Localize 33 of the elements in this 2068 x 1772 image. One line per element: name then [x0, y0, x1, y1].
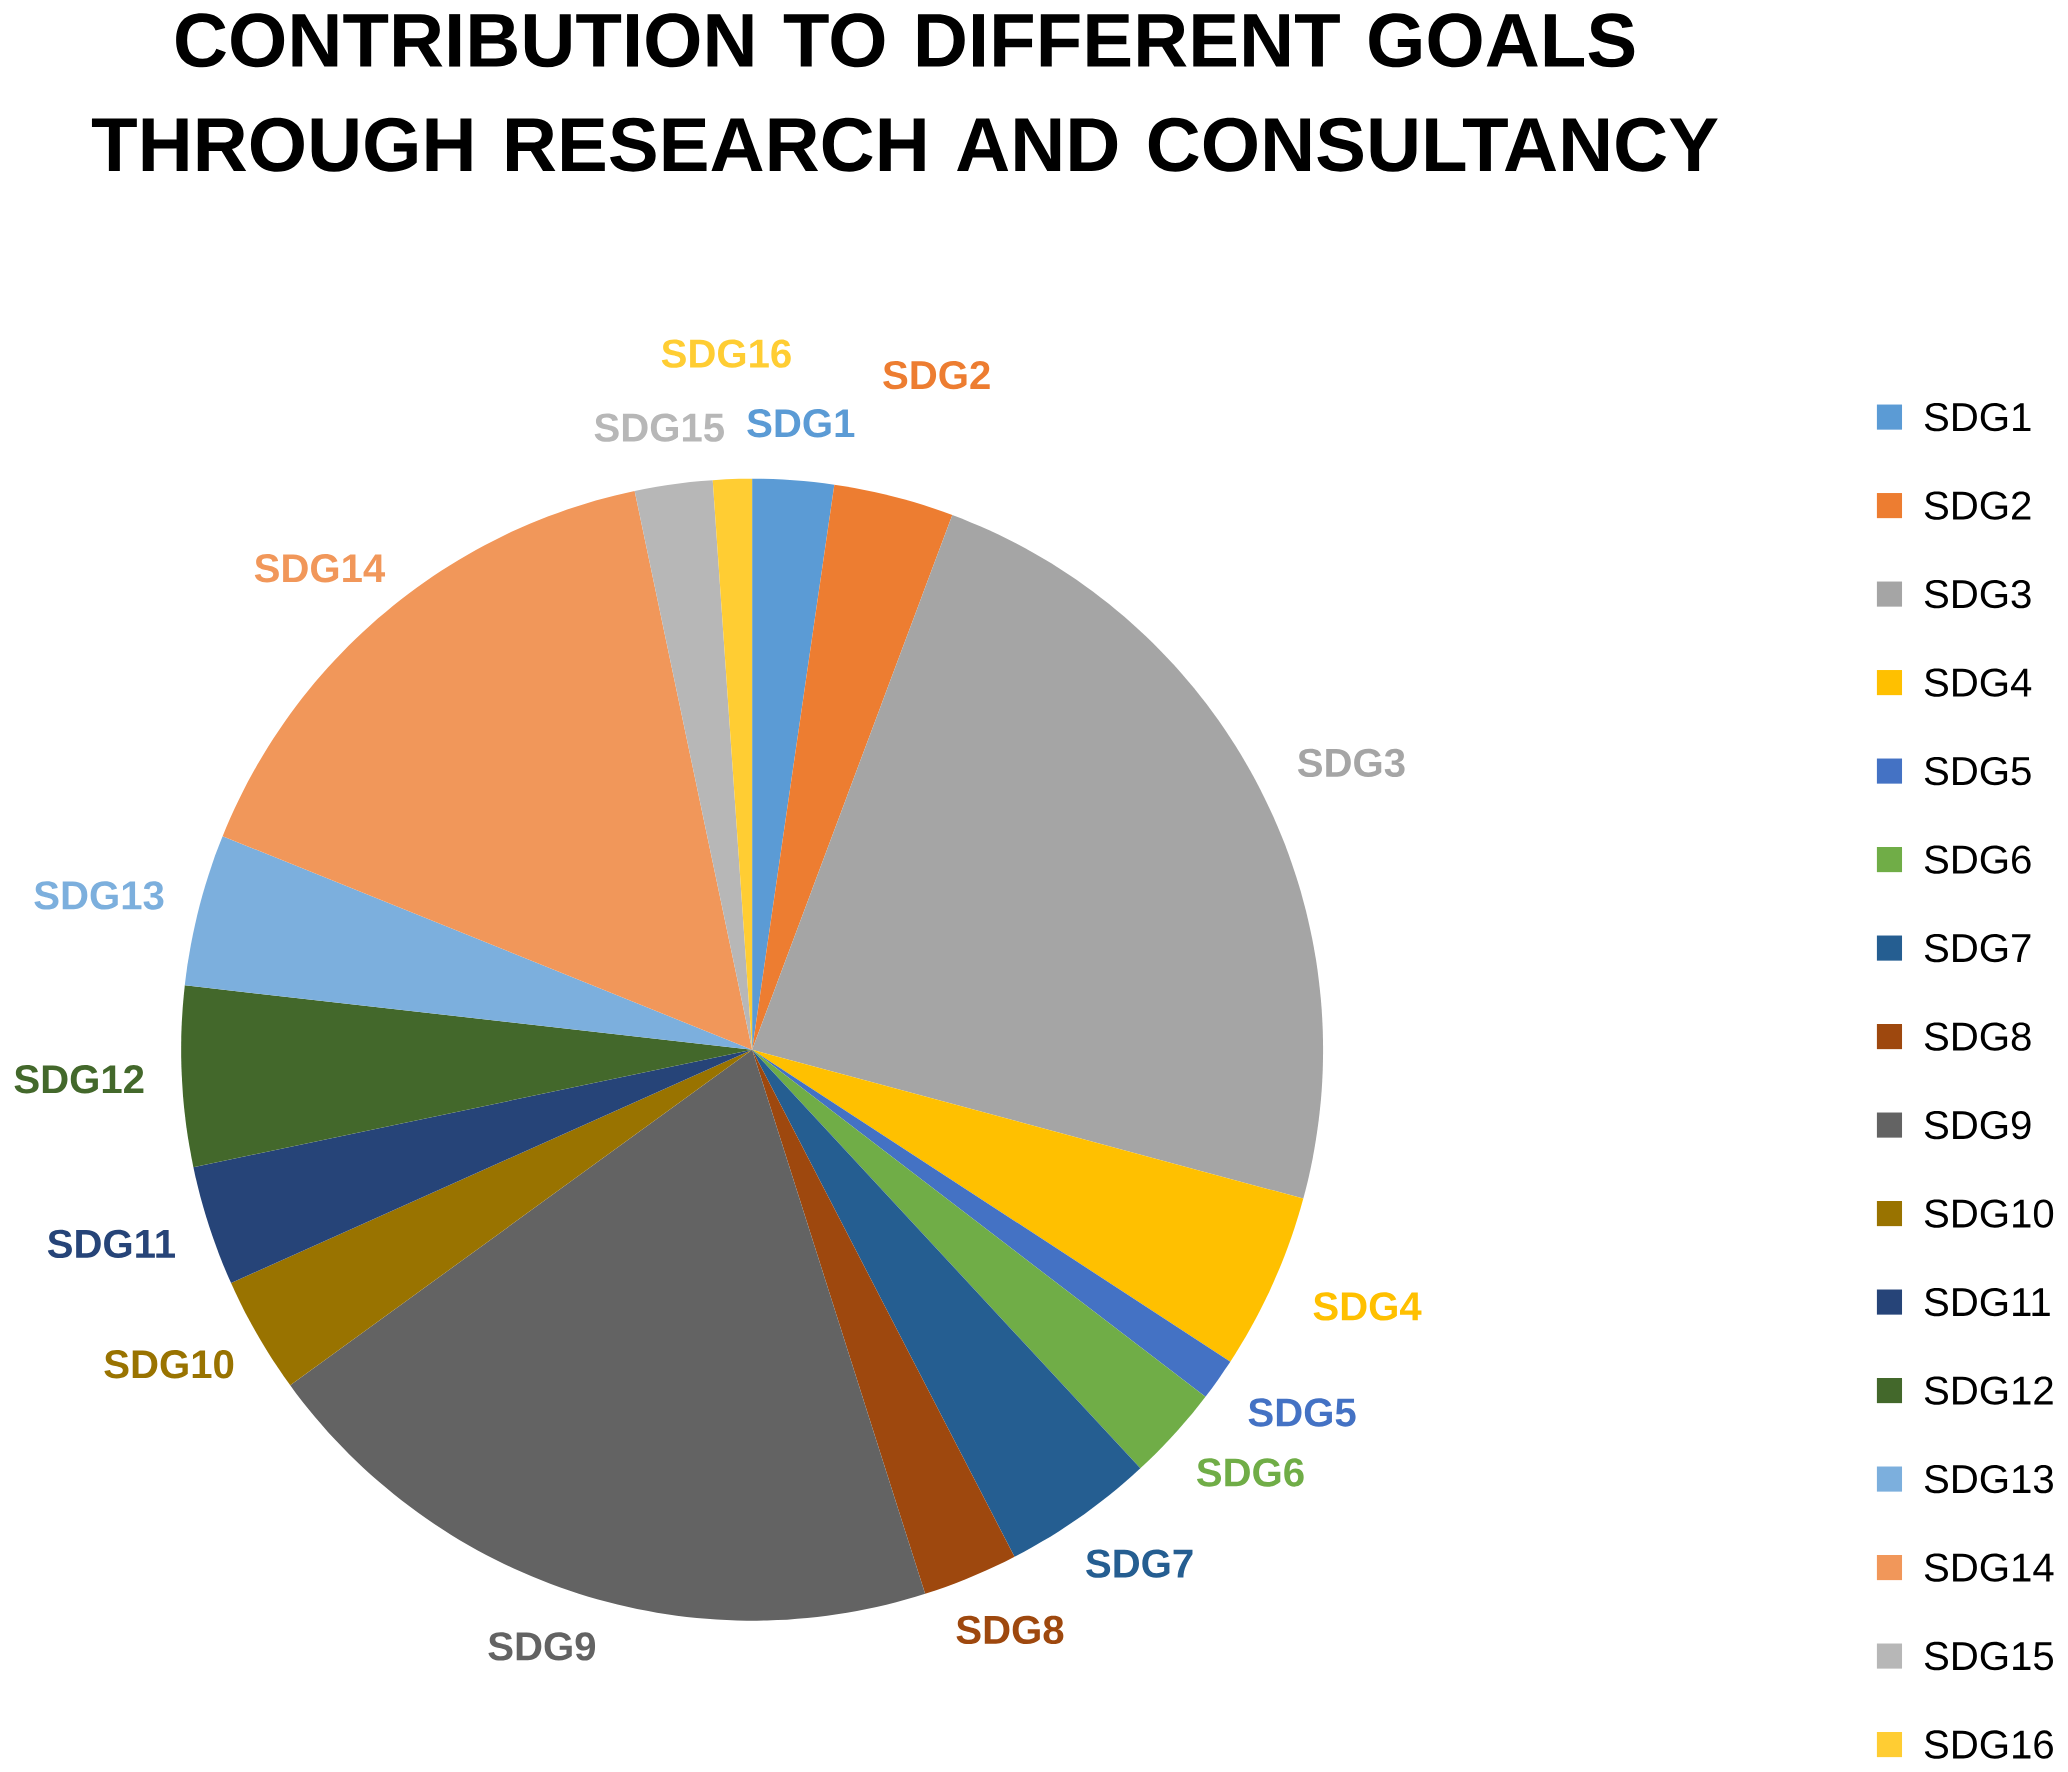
legend-label: SDG7 — [1924, 933, 2031, 963]
legend-label: SDG4 — [1924, 668, 2032, 697]
slice-label: SDG2 — [883, 360, 990, 390]
legend-label: SDG1 — [1924, 402, 2031, 432]
legend-label: SDG8 — [1924, 1022, 2031, 1051]
legend-label: SDG2 — [1924, 491, 2031, 520]
slice-label: SDG16 — [661, 339, 791, 368]
legend-label: SDG16 — [1924, 1730, 2053, 1759]
slice-label: SDG1 — [747, 408, 855, 438]
slice-label: SDG7 — [1086, 1549, 1193, 1578]
slice-label: SDG10 — [104, 1350, 234, 1379]
slice-label: SDG5 — [1248, 1398, 1356, 1427]
slice-label: SDG6 — [1196, 1458, 1304, 1487]
legend-label: SDG6 — [1924, 845, 2031, 874]
legend-label: SDG10 — [1924, 1199, 2054, 1228]
slice-label: SDG14 — [254, 554, 386, 583]
legend-label: SDG9 — [1924, 1110, 2031, 1140]
slice-label: SDG8 — [956, 1615, 1064, 1645]
chart-title: CONTRIBUTION TO DIFFERENT GOALS THROUGH RESEARCH AND CONSULTANCY — [91, 13, 1718, 172]
slice-label: SDG9 — [488, 1632, 596, 1661]
legend-label: SDG14 — [1924, 1553, 2054, 1582]
slice-label: SDG13 — [34, 881, 164, 910]
slice-label: SDG3 — [1297, 748, 1405, 778]
legend-label: SDG11 — [1924, 1287, 2050, 1317]
slice-label: SDG12 — [14, 1065, 144, 1094]
slice-label: SDG4 — [1313, 1292, 1422, 1321]
legend-label: SDG13 — [1924, 1464, 2053, 1494]
legend-label: SDG5 — [1924, 756, 2031, 786]
legend-label: SDG15 — [1924, 1641, 2053, 1671]
slice-label: SDG15 — [594, 413, 724, 442]
legend-label: SDG12 — [1924, 1376, 2053, 1405]
slice-label: SDG11 — [47, 1229, 175, 1258]
legend-label: SDG3 — [1924, 579, 2031, 609]
